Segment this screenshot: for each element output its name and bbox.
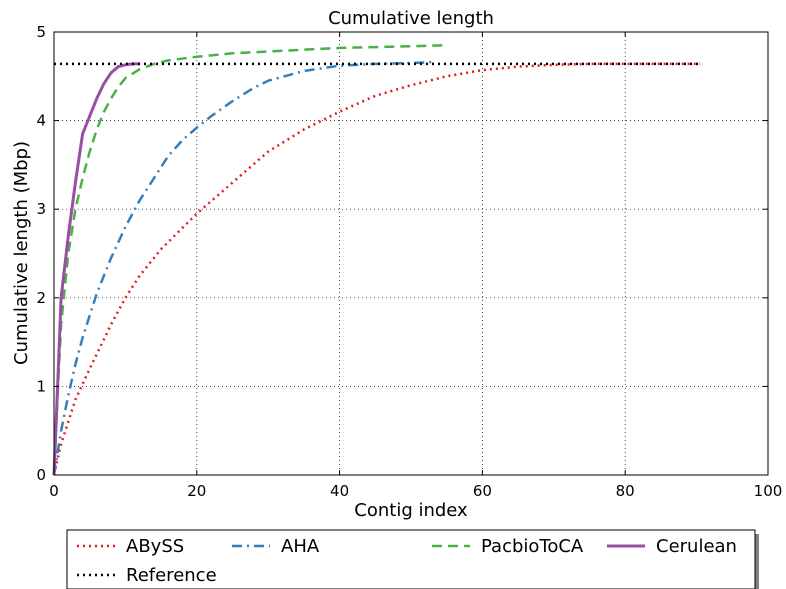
plot-area-frame [53, 31, 769, 476]
series-line-pacbiotoca [52, 44, 447, 476]
y-tick-label: 0 [36, 466, 46, 484]
y-tick-label: 3 [36, 200, 46, 218]
y-axis-title: Cumulative length (Mbp) [11, 141, 32, 365]
series-line-cerulean [52, 62, 140, 476]
legend-label-cerulean: Cerulean [656, 536, 737, 557]
y-tick-label: 1 [36, 377, 46, 395]
legend-label-reference: Reference [126, 565, 217, 586]
x-tick-label: 40 [330, 482, 349, 500]
axis-ticks: 0 20 40 60 80 100 0 1 2 3 4 5 [36, 23, 782, 500]
series-line-aha [52, 60, 433, 476]
grid [53, 31, 769, 476]
y-tick-label: 5 [36, 23, 46, 41]
x-axis-title: Contig index [354, 500, 468, 521]
x-tick-label: 80 [616, 482, 635, 500]
chart-title: Cumulative length [328, 8, 494, 29]
series-layer [52, 44, 701, 476]
y-tick-label: 4 [36, 112, 46, 130]
legend-label-aha: AHA [281, 536, 320, 557]
legend-label-pacbiotoca: PacbioToCA [481, 536, 584, 557]
legend: ABySS AHA PacbioToCA Cerulean Reference [66, 529, 759, 589]
series-line-abyss [52, 62, 701, 476]
x-tick-label: 20 [187, 482, 206, 500]
x-tick-label: 100 [754, 482, 783, 500]
y-tick-label: 2 [36, 289, 46, 307]
x-tick-label: 60 [473, 482, 492, 500]
x-tick-label: 0 [49, 482, 59, 500]
legend-label-abyss: ABySS [126, 536, 184, 557]
legend-box [66, 529, 756, 589]
